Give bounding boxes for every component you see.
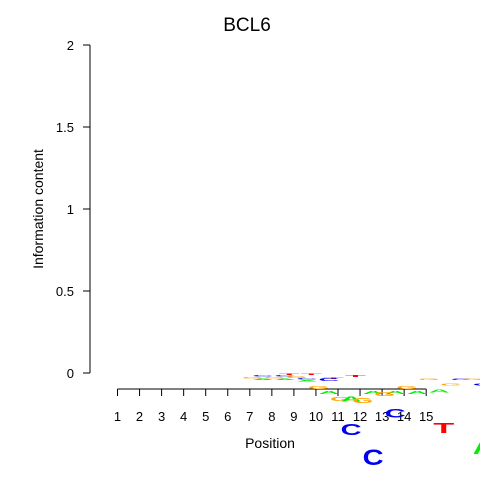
x-tick-label: 10 xyxy=(309,409,323,424)
logo-letter-C: C xyxy=(341,421,362,439)
logo-letter-G: G xyxy=(264,377,285,379)
logo-letter-T: T xyxy=(301,374,322,376)
logo-letter-G: G xyxy=(374,391,395,398)
logo-letter-G: G xyxy=(440,383,461,386)
logo-letter-A: A xyxy=(296,380,317,382)
x-axis-label: Position xyxy=(245,435,295,451)
x-tick-label: 3 xyxy=(158,409,165,424)
x-tick-label: 8 xyxy=(268,409,275,424)
x-tick-label: 12 xyxy=(353,409,367,424)
x-tick-label: 11 xyxy=(331,409,345,424)
logo-letter-A: A xyxy=(473,438,480,459)
x-axis: 1 2 3 4 5 6 7 8 9 10 11 12 13 14 15 xyxy=(114,388,433,424)
x-tick-label: 1 xyxy=(114,409,121,424)
logo-letter-T: T xyxy=(345,375,366,378)
logo-letter-G: G xyxy=(330,396,351,403)
logo-letter-A: A xyxy=(407,390,428,395)
logo-letter-A: A xyxy=(429,389,450,394)
y-tick-label: 1 xyxy=(67,202,74,217)
logo-letter-A: A xyxy=(274,379,295,381)
logo-letter-A: A xyxy=(385,390,406,395)
logo-letter-T: T xyxy=(279,374,300,376)
logo-letter-G: G xyxy=(286,376,307,379)
logo-stacks: AGCTAGCTACTGAGTCGACTAGCTAGCTAGTCGATCCGTA… xyxy=(242,374,480,470)
chart-title: BCL6 xyxy=(223,15,271,36)
x-tick-label: 9 xyxy=(290,409,297,424)
logo-letter-G: G xyxy=(396,385,417,390)
x-tick-label: 6 xyxy=(224,409,231,424)
logo-letter-A: A xyxy=(341,395,362,403)
y-tick-label: 0.5 xyxy=(56,284,74,299)
x-tick-label: 13 xyxy=(375,409,389,424)
x-tick-label: 7 xyxy=(246,409,253,424)
logo-letter-G: G xyxy=(308,385,329,390)
logo-letter-C: C xyxy=(274,375,295,377)
logo-letter-A: A xyxy=(319,390,340,395)
logo-letter-C: C xyxy=(296,378,317,380)
y-tick-label: 2 xyxy=(67,38,74,53)
logo-letter-C: C xyxy=(363,446,384,470)
logo-letter-T: T xyxy=(433,420,454,437)
logo-letter-A: A xyxy=(252,379,273,381)
x-tick-label: 14 xyxy=(397,409,411,424)
logo-letter-C: C xyxy=(473,383,480,386)
logo-letter-T: T xyxy=(323,377,344,379)
x-tick-label: 2 xyxy=(136,409,143,424)
logo-letter-G: G xyxy=(418,379,439,381)
y-tick-label: 0 xyxy=(67,366,74,381)
logo-letter-C: C xyxy=(451,379,472,381)
x-tick-label: 5 xyxy=(202,409,209,424)
logo-letter-G: G xyxy=(242,377,263,379)
logo-letter-G: G xyxy=(462,379,480,381)
y-axis: 0 0.5 1 1.5 2 xyxy=(56,38,91,381)
logo-letter-A: A xyxy=(363,390,384,395)
y-tick-label: 1.5 xyxy=(56,120,74,135)
logo-letter-C: C xyxy=(252,375,273,377)
logo-letter-C: C xyxy=(319,377,340,382)
x-tick-label: 4 xyxy=(180,409,187,424)
y-axis-label: Information content xyxy=(30,149,46,269)
logo-letter-C: C xyxy=(385,407,406,420)
logo-letter-G: G xyxy=(352,397,373,405)
x-tick-label: 15 xyxy=(419,409,433,424)
